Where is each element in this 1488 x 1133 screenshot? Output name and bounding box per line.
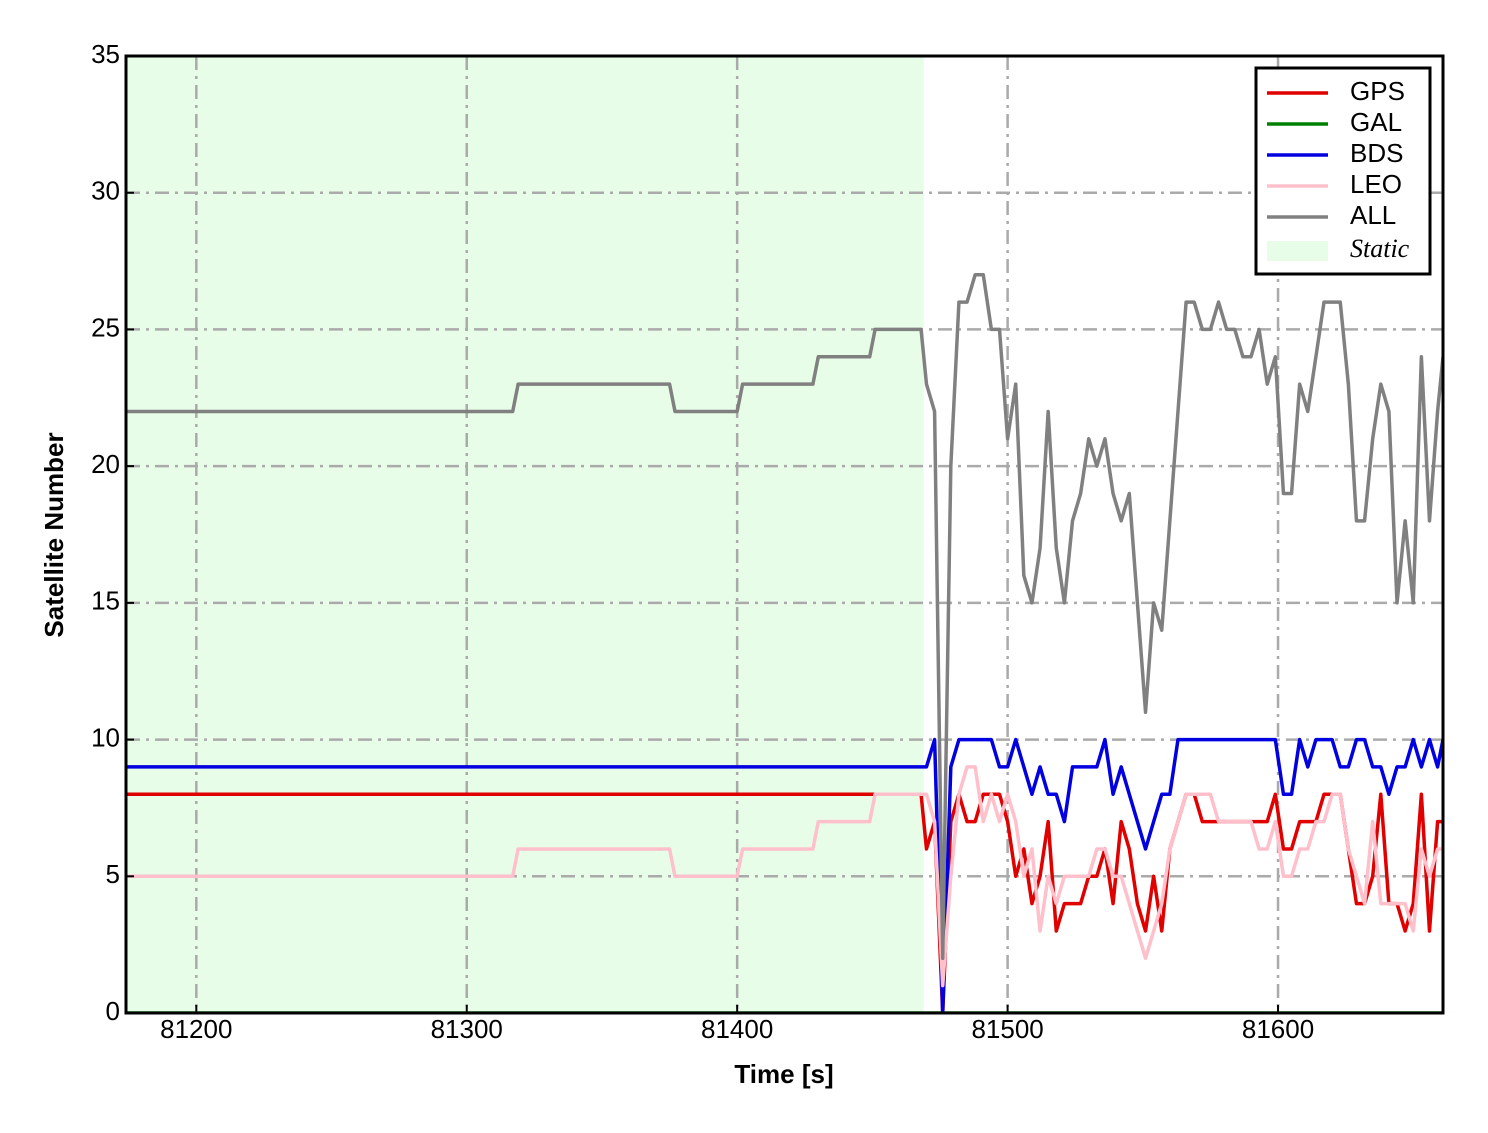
legend-label: ALL [1350,200,1396,230]
legend-box [1254,66,1432,276]
plot-frame [124,54,1445,1015]
legend-label: LEO [1350,169,1402,199]
legend-label: GPS [1350,76,1405,106]
y-tick-label: 0 [106,996,120,1026]
y-tick-label: 30 [91,176,120,206]
x-tick-label: 81600 [1242,1014,1314,1044]
legend-label: BDS [1350,138,1403,168]
x-tick-label: 81500 [971,1014,1043,1044]
y-tick-label: 15 [91,586,120,616]
ticks-layer: 81200 81300 81400 81500 81600 0 5 10 15 20 25 30 35 [91,39,1314,1044]
x-tick-label: 81400 [701,1014,773,1044]
y-axis-title: Satellite Number [39,432,69,637]
y-tick-label: 35 [91,39,120,69]
legend-label: GAL [1350,107,1402,137]
series-line [126,765,1443,988]
y-tick-label: 20 [91,449,120,479]
series-line [126,272,1443,961]
x-tick-label: 81300 [431,1014,503,1044]
x-tick-label: 81200 [160,1014,232,1044]
legend-swatch [1267,241,1328,261]
series-line [126,737,1443,1013]
y-tick-label: 5 [106,859,120,889]
legend-label: Static [1350,234,1410,263]
lines-layer [126,272,1443,1013]
y-tick-label: 25 [91,312,120,342]
x-axis-title: Time [s] [734,1059,833,1089]
y-tick-label: 10 [91,722,120,752]
shade-layer [126,56,924,1013]
static-region [126,56,924,1013]
